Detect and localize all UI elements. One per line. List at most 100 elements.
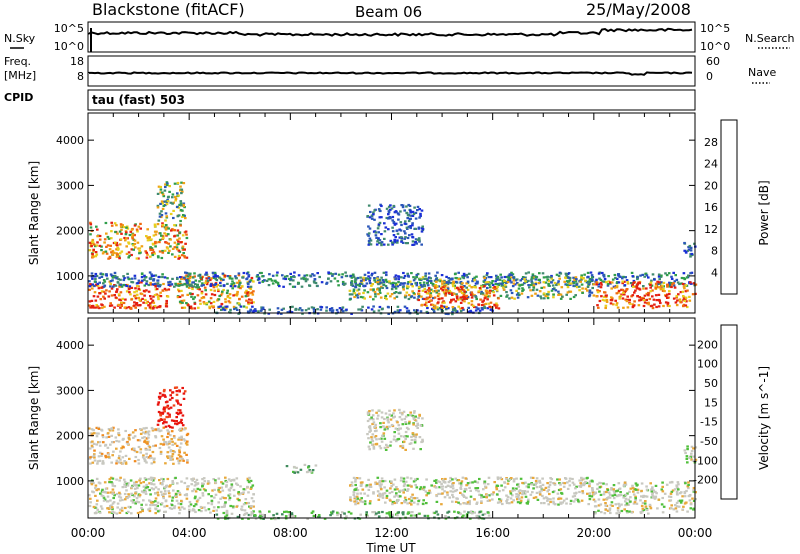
scatter-cell <box>379 447 383 450</box>
scatter-cell <box>132 248 135 251</box>
scatter-cell <box>362 279 365 282</box>
scatter-cell <box>187 282 191 285</box>
scatter-cell <box>408 204 412 207</box>
scatter-cell <box>162 390 166 393</box>
scatter-cell <box>668 283 672 286</box>
scatter-cell <box>570 282 573 285</box>
scatter-cell <box>111 502 115 505</box>
scatter-cell <box>591 489 594 492</box>
scatter-cell <box>248 476 251 479</box>
scatter-cell <box>586 276 589 279</box>
scatter-cell <box>352 491 356 494</box>
scatter-cell <box>652 298 656 301</box>
scatter-cell <box>385 298 388 301</box>
scatter-cell <box>167 282 171 285</box>
scatter-cell <box>391 226 394 229</box>
scatter-cell <box>565 497 568 500</box>
scatter-cell <box>418 278 421 281</box>
scatter-cell <box>98 234 102 238</box>
scatter-cell <box>645 287 648 290</box>
scatter-cell <box>154 274 158 277</box>
scatter-cell <box>133 277 137 280</box>
scatter-cell <box>145 289 148 292</box>
scatter-cell <box>108 304 112 307</box>
scatter-cell <box>409 496 413 499</box>
scatter-cell <box>427 300 431 303</box>
scatter-cell <box>177 257 180 260</box>
scatter-cell <box>457 271 460 274</box>
power-ylabel: Slant Range [km] <box>27 161 41 265</box>
scatter-cell <box>662 281 666 284</box>
scatter-cell <box>236 308 239 311</box>
scatter-cell <box>421 440 424 443</box>
scatter-cell <box>175 420 178 423</box>
scatter-cell <box>325 309 328 312</box>
scatter-cell <box>306 278 309 281</box>
scatter-cell <box>124 462 128 465</box>
scatter-cell <box>170 438 173 441</box>
scatter-cell <box>399 411 402 414</box>
scatter-cell <box>683 299 686 302</box>
scatter-cell <box>415 486 419 489</box>
scatter-cell <box>692 490 696 493</box>
scatter-cell <box>205 283 209 286</box>
scatter-cell <box>182 214 185 217</box>
scatter-cell <box>444 485 448 489</box>
scatter-cell <box>639 511 643 514</box>
scatter-cell <box>205 271 208 274</box>
scatter-cell <box>212 300 216 303</box>
scatter-cell <box>310 511 314 514</box>
scatter-cell <box>96 305 100 308</box>
scatter-cell <box>133 291 136 294</box>
scatter-cell <box>133 224 137 227</box>
scatter-cell <box>393 495 396 498</box>
scatter-cell <box>105 274 108 277</box>
scatter-cell <box>687 487 690 490</box>
scatter-cell <box>132 244 135 247</box>
scatter-cell <box>485 293 489 296</box>
scatter-cell <box>380 244 383 247</box>
scatter-cell <box>331 273 335 276</box>
scatter-cell <box>596 304 599 307</box>
scatter-cell <box>388 511 391 514</box>
scatter-cell <box>105 500 109 503</box>
scatter-cell <box>309 274 312 277</box>
scatter-cell <box>412 501 416 504</box>
scatter-cell <box>674 301 678 304</box>
scatter-cell <box>219 281 222 284</box>
scatter-cell <box>675 484 678 487</box>
scatter-cell <box>172 489 175 492</box>
scatter-cell <box>291 515 294 518</box>
scatter-cell <box>421 285 424 288</box>
scatter-cell <box>403 222 407 225</box>
scatter-cell <box>216 299 219 302</box>
scatter-cell <box>480 496 483 499</box>
scatter-cell <box>441 280 444 283</box>
scatter-cell <box>572 500 576 503</box>
scatter-cell <box>596 487 599 490</box>
scatter-cell <box>105 245 108 248</box>
scatter-cell <box>212 506 216 509</box>
scatter-cell <box>403 417 407 421</box>
scatter-cell <box>463 300 466 303</box>
scatter-cell <box>483 480 487 483</box>
scatter-cell <box>146 431 149 434</box>
scatter-cell <box>100 249 103 252</box>
scatter-cell <box>144 432 147 435</box>
scatter-cell <box>189 305 193 308</box>
scatter-cell <box>229 308 232 311</box>
scatter-cell <box>353 295 356 299</box>
scatter-cell <box>382 425 385 428</box>
scatter-cell <box>344 274 348 278</box>
scatter-cell <box>415 273 419 277</box>
power-x-ticks <box>87 113 696 313</box>
scatter-cell <box>611 504 614 507</box>
scatter-cell <box>463 285 466 288</box>
scatter-cell <box>181 215 184 218</box>
scatter-cell <box>650 304 654 307</box>
scatter-cell <box>168 507 172 510</box>
scatter-cell <box>433 296 437 299</box>
scatter-cell <box>444 308 448 311</box>
scatter-cell <box>457 278 461 281</box>
scatter-cell <box>603 291 607 294</box>
